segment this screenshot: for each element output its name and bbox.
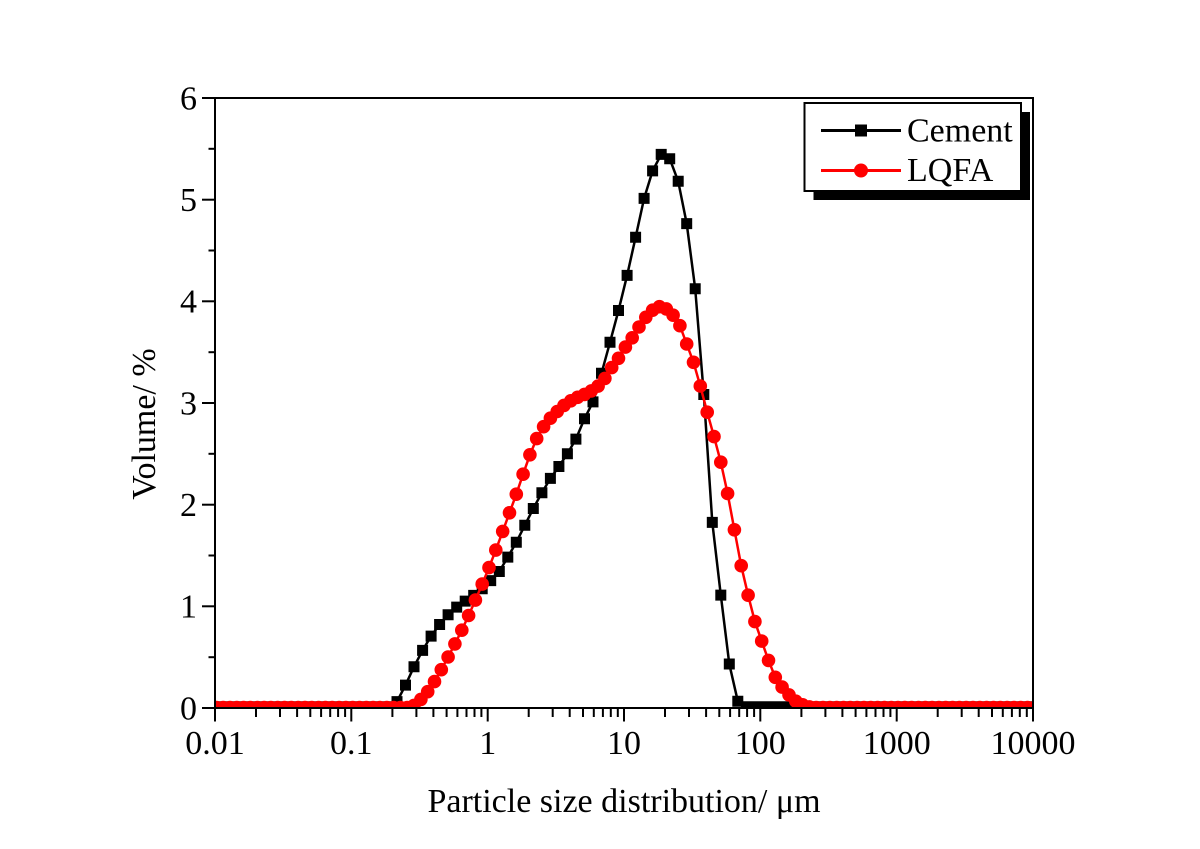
svg-text:Particle size distribution/ μm: Particle size distribution/ μm bbox=[427, 783, 820, 820]
svg-text:0.01: 0.01 bbox=[185, 725, 245, 762]
svg-text:Volume/ %: Volume/ % bbox=[126, 348, 163, 499]
svg-text:2: 2 bbox=[180, 487, 197, 524]
svg-text:10000: 10000 bbox=[991, 725, 1076, 762]
svg-text:0: 0 bbox=[180, 690, 197, 727]
svg-text:0.1: 0.1 bbox=[330, 725, 373, 762]
svg-text:3: 3 bbox=[180, 385, 197, 422]
svg-text:10: 10 bbox=[607, 725, 641, 762]
svg-text:4: 4 bbox=[180, 284, 197, 321]
svg-text:1000: 1000 bbox=[863, 725, 931, 762]
svg-text:LQFA: LQFA bbox=[907, 152, 994, 189]
svg-text:100: 100 bbox=[735, 725, 786, 762]
svg-text:6: 6 bbox=[180, 80, 197, 117]
svg-text:1: 1 bbox=[180, 589, 197, 626]
svg-text:1: 1 bbox=[479, 725, 496, 762]
svg-text:Cement: Cement bbox=[907, 113, 1013, 150]
svg-text:5: 5 bbox=[180, 182, 197, 219]
